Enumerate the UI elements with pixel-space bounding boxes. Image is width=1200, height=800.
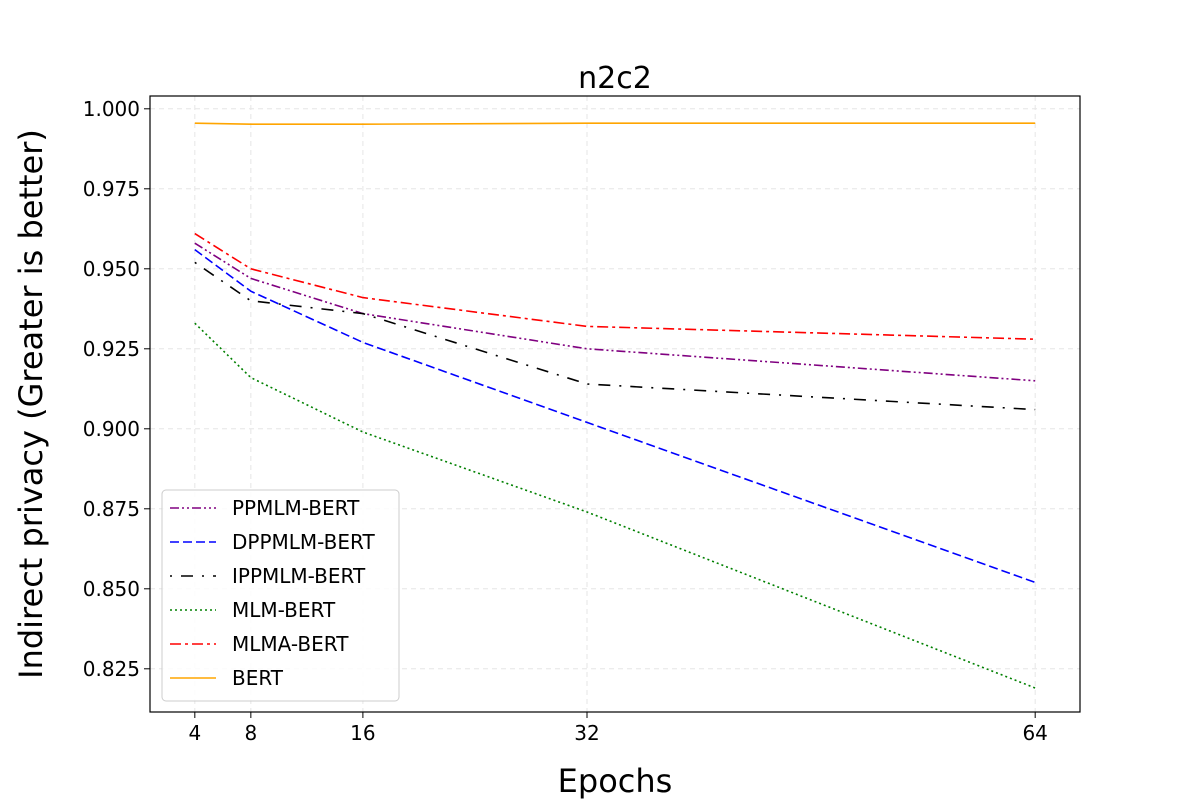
legend-label-mlma-bert: MLMA-BERT [232,632,349,656]
series-line-ippmlm-bert [194,261,1036,411]
grid [150,96,1080,712]
legend-label-ppmlm-bert: PPMLM-BERT [232,496,360,520]
series-line-dppmlm-bert [194,248,1036,584]
x-axis: 4 8 16 32 64 [188,712,1048,745]
y-tick-label: 1.000 [83,97,140,121]
x-tick-label: 4 [188,721,201,745]
series-line-mlm-bert [194,322,1036,689]
y-tick-label: 0.975 [83,177,140,201]
y-tick-label: 0.925 [83,337,140,361]
y-tick-label: 0.950 [83,257,140,281]
series-line-mlma-bert [194,232,1036,340]
y-tick-label: 0.875 [83,497,140,521]
plot-area [194,122,1036,689]
legend-label-bert: BERT [232,666,284,690]
y-tick-label: 0.850 [83,577,140,601]
legend: PPMLM-BERT DPPMLM-BERT IPPMLM-BERT MLM-BERT… [161,489,400,702]
series-line-bert [194,122,1036,125]
legend-label-ippmlm-bert: IPPMLM-BERT [232,564,366,588]
y-axis: 0.825 0.850 0.875 0.900 0.925 0.950 0.975 1.000 [83,97,150,681]
chart-title: n2c2 [578,61,652,96]
y-tick-label: 0.900 [83,417,140,441]
x-tick-label: 32 [574,721,599,745]
x-tick-label: 8 [244,721,257,745]
y-axis-label: Indirect privacy (Greater is better) [12,129,50,679]
legend-label-dppmlm-bert: DPPMLM-BERT [232,530,375,554]
plot-frame [149,95,1081,713]
y-tick-label: 0.825 [83,657,140,681]
x-tick-label: 64 [1022,721,1047,745]
x-axis-label: Epochs [558,762,673,800]
x-tick-label: 16 [350,721,375,745]
legend-box [161,489,400,702]
legend-label-mlm-bert: MLM-BERT [232,598,336,622]
